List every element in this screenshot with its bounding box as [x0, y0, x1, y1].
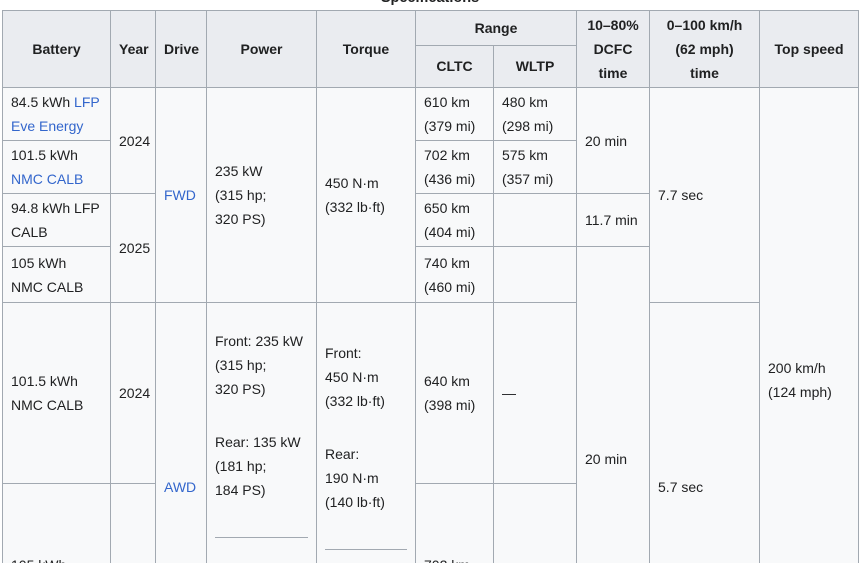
table-row: 105 kWh NMC CALB 740 km (460 mi) 20 min	[2, 246, 859, 563]
header-range-cltc: CLTC	[415, 44, 494, 89]
cltc-cell-640: 640 km (398 mi)	[415, 302, 494, 484]
header-accel-time: 0–100 km/h (62 mph) time	[649, 10, 761, 88]
accel-cell-awd: 5.7 sec	[649, 302, 761, 563]
cltc-cell-702-awd: 702 km (436 mi)	[415, 482, 494, 563]
wltp-cell-575: 575 km (357 mi)	[492, 140, 578, 194]
dcfc-cell-20min-2: 20 min	[576, 246, 651, 563]
header-range-wltp: WLTP	[492, 44, 578, 89]
cltc-cell-610: 610 km (379 mi)	[415, 87, 494, 141]
link-fwd[interactable]: FWD	[164, 187, 196, 203]
header-year: Year	[110, 10, 156, 88]
header-top-speed: Top speed	[759, 10, 859, 88]
cltc-cell-650: 650 km (404 mi)	[415, 193, 494, 247]
wltp-cell-480: 480 km (298 mi)	[492, 87, 578, 141]
top-speed-cell: 200 km/h (124 mph)	[759, 87, 859, 563]
torque-cell-fwd: 450 N·m (332 lb·ft)	[316, 87, 416, 303]
wltp-cell-empty-3	[492, 482, 578, 563]
header-drive: Drive	[155, 10, 207, 88]
link-lfp-eve-energy[interactable]: LFP Eve Energy	[11, 94, 100, 134]
battery-cell-94-8-kwh: 94.8 kWh LFP CALB	[2, 193, 111, 247]
power-awd-rear: Rear: 135 kW (181 hp; 184 PS)	[215, 434, 301, 498]
battery-cell-84-5-kwh: 84.5 kWh LFP Eve Energy	[2, 87, 111, 141]
wltp-cell-empty-2	[492, 246, 578, 303]
cell-divider-rule	[215, 537, 308, 538]
table-caption: Specifications	[2, 0, 858, 9]
cltc-cell-740: 740 km (460 mi)	[415, 246, 494, 303]
battery-cell-105-kwh-nmc: 105 kWh NMC	[2, 482, 111, 563]
table-row: 101.5 kWh NMC CALB 2024 AWD Front: 235 k…	[2, 302, 859, 563]
drive-cell-awd: AWD	[155, 302, 207, 563]
cell-divider-rule	[325, 549, 407, 550]
year-cell-fwd-2024: 2024	[110, 87, 156, 194]
wltp-cell-dash: —	[492, 302, 578, 484]
header-battery: Battery	[2, 10, 111, 88]
torque-awd-front: Front: 450 N·m (332 lb·ft)	[325, 345, 385, 409]
accel-cell-fwd: 7.7 sec	[649, 87, 761, 303]
torque-awd-rear: Rear: 190 N·m (140 lb·ft)	[325, 446, 385, 510]
specifications-table: Battery Year Drive Power Torque Range 10…	[2, 10, 859, 563]
header-range: Range	[414, 10, 578, 46]
year-cell-awd-2024: 2024	[110, 302, 156, 484]
battery-cell-101-5-kwh-fwd: 101.5 kWh NMC CALB	[2, 140, 111, 194]
power-cell-awd: Front: 235 kW (315 hp; 320 PS) Rear: 135…	[206, 302, 317, 563]
battery-cell-105-kwh-calb: 105 kWh NMC CALB	[2, 246, 111, 303]
table-row: 84.5 kWh LFP Eve Energy 2024 FWD 235 kW …	[2, 87, 859, 563]
table-row: 105 kWh NMC 2025 702 km (436 mi)	[2, 482, 859, 563]
link-nmc-calb[interactable]: NMC CALB	[11, 171, 84, 187]
torque-cell-awd: Front: 450 N·m (332 lb·ft) Rear: 190 N·m…	[316, 302, 416, 563]
battery-cell-101-5-kwh-awd: 101.5 kWh NMC CALB	[2, 302, 111, 484]
table-caption-clipped: Specifications	[2, 0, 858, 10]
wltp-cell-empty-1	[492, 193, 578, 247]
year-cell-awd-2025: 2025	[110, 482, 156, 563]
dcfc-cell-11-7min: 11.7 min	[576, 193, 651, 247]
header-power: Power	[206, 10, 317, 88]
link-awd[interactable]: AWD	[164, 479, 197, 495]
power-awd-front: Front: 235 kW (315 hp; 320 PS)	[215, 333, 303, 397]
cltc-cell-702-fwd: 702 km (436 mi)	[415, 140, 494, 194]
power-cell-fwd: 235 kW (315 hp; 320 PS)	[206, 87, 317, 303]
battery-text: 101.5 kWh	[11, 147, 78, 163]
header-dcfc-time: 10–80% DCFC time	[576, 10, 651, 88]
dcfc-cell-20min-1: 20 min	[576, 87, 651, 194]
header-torque: Torque	[316, 10, 416, 88]
battery-text: 84.5 kWh	[11, 94, 75, 110]
table-row: 101.5 kWh NMC CALB 702 km (436 mi) 575 k…	[2, 140, 859, 194]
year-cell-fwd-2025: 2025	[110, 193, 156, 303]
drive-cell-fwd: FWD	[155, 87, 207, 303]
